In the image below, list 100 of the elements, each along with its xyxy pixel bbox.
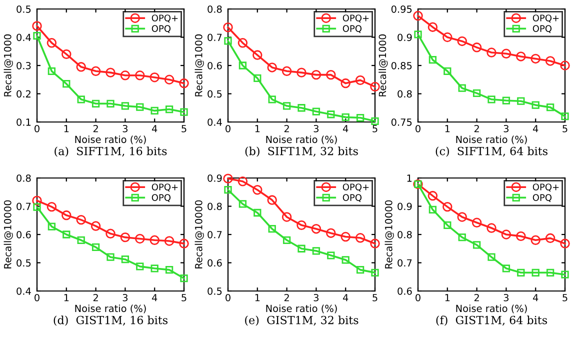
point (428, 190, 438, 201)
point (282, 102, 291, 110)
point (472, 218, 482, 228)
point (90, 221, 101, 231)
x-tick-label: 4 (152, 125, 158, 132)
x-tick-label: 4 (342, 125, 348, 132)
point (136, 262, 144, 270)
point (282, 66, 292, 76)
x-tick-label: 1 (445, 125, 450, 132)
x-tick-label: 0 (416, 294, 420, 302)
point (342, 256, 350, 264)
point (472, 89, 481, 98)
legend-label: OPQ+ (152, 14, 178, 22)
point (442, 202, 452, 212)
y-tick-label: 0.6 (16, 230, 31, 238)
text: (e) GIST1M, 32 bits (245, 316, 358, 326)
y-axis-title: Recall@10000 (384, 200, 394, 268)
y-tick-label: 0.5 (16, 5, 31, 13)
x-axis-title: Noise ratio (%) (75, 304, 146, 314)
point (120, 232, 130, 242)
point (298, 104, 306, 112)
y-tick-label: 0.85 (391, 62, 412, 70)
legend-label: OPQ+ (152, 184, 178, 192)
point (268, 96, 276, 104)
x-tick-label: 5 (562, 125, 568, 132)
x-axis-title: Noise ratio (%) (456, 304, 527, 314)
y-tick-label: 0.4 (16, 34, 31, 42)
y-tick-label: 0.6 (208, 62, 222, 70)
point (296, 220, 306, 230)
legend-label: OPQ (532, 194, 552, 202)
point (238, 176, 248, 186)
point (488, 96, 496, 104)
point (282, 236, 291, 244)
point (165, 105, 174, 114)
point (532, 268, 540, 276)
point (32, 21, 42, 31)
point (254, 74, 262, 82)
point (150, 106, 158, 115)
y-tick-label: 0.7 (16, 202, 31, 210)
x-tick-label: 0 (226, 294, 230, 302)
x-tick-label: 1 (255, 125, 260, 132)
point (311, 224, 322, 234)
legend-label: OPQ (152, 25, 171, 33)
point (444, 67, 452, 75)
point (164, 74, 174, 84)
x-tick-label: 5 (182, 294, 186, 302)
point (355, 75, 366, 86)
point (32, 196, 42, 206)
point (135, 70, 145, 80)
point (238, 38, 248, 48)
x-tick-label: 0 (34, 294, 40, 302)
y-tick-label: 0.4 (208, 118, 222, 126)
point (428, 22, 438, 32)
x-tick-label: 5 (372, 294, 378, 302)
point (62, 230, 70, 238)
text: (b) SIFT1M, 32 bits (245, 146, 358, 157)
point (224, 186, 232, 194)
point (92, 243, 100, 252)
y-tick-label: 0.5 (16, 259, 31, 267)
point (444, 221, 452, 229)
point (62, 80, 70, 88)
x-tick-label: 4 (342, 294, 348, 302)
text: (d) GIST1M, 16 bits (54, 316, 168, 326)
point (517, 268, 525, 276)
point (179, 78, 189, 88)
point (77, 96, 85, 104)
legend-label: OPQ+ (342, 184, 369, 192)
x-tick-label: 3 (504, 294, 509, 302)
x-axis-title: Noise ratio (%) (266, 304, 337, 314)
y-axis-title: Recall@10000 (4, 200, 13, 268)
y-tick-label: 0.9 (398, 34, 412, 42)
point (312, 108, 320, 116)
point (486, 48, 496, 58)
point (33, 32, 41, 40)
point (150, 72, 160, 82)
point (238, 200, 247, 208)
x-tick-label: 3 (314, 294, 319, 302)
x-tick-label: 2 (474, 124, 479, 132)
text: (f) GIST1M, 64 bits (436, 316, 548, 326)
x-tick-label: 4 (152, 294, 158, 302)
y-tick-label: 0.4 (16, 287, 31, 295)
point (179, 238, 189, 248)
x-tick-label: 5 (562, 294, 568, 302)
point (298, 244, 306, 252)
point (165, 266, 174, 274)
y-tick-label: 0.7 (398, 259, 412, 267)
y-tick-label: 0.6 (208, 259, 222, 267)
x-tick-label: 0 (226, 124, 230, 132)
y-tick-label: 0.75 (391, 118, 412, 126)
x-tick-label: 4 (532, 125, 538, 132)
point (517, 97, 525, 105)
point (560, 238, 570, 248)
point (268, 225, 276, 233)
x-tick-label: 4 (532, 294, 538, 302)
point (120, 70, 130, 80)
point (106, 253, 114, 261)
x-tick-label: 1 (64, 125, 69, 132)
point (252, 185, 262, 195)
point (530, 54, 540, 64)
y-tick-label: 0.95 (391, 5, 412, 13)
